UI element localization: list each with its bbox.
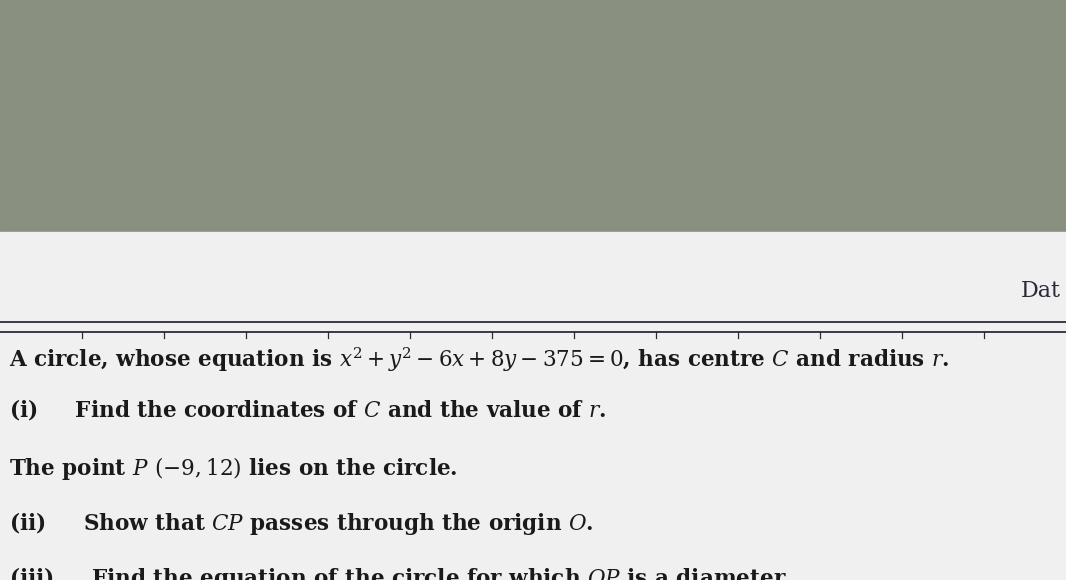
Text: (iii)     Find the equation of the circle for which $OP$ is a diameter.: (iii) Find the equation of the circle fo…: [9, 566, 792, 580]
Text: The point $P$ $(-9, 12)$ lies on the circle.: The point $P$ $(-9, 12)$ lies on the cir…: [9, 455, 457, 483]
Text: (i)     Find the coordinates of $C$ and the value of $r$.: (i) Find the coordinates of $C$ and the …: [9, 397, 607, 422]
Text: Dat: Dat: [1020, 280, 1061, 302]
Text: A circle, whose equation is $x^2 + y^2 - 6x + 8y - 375 = 0$, has centre $C$ and : A circle, whose equation is $x^2 + y^2 -…: [9, 345, 949, 374]
Bar: [0, 232, 1066, 580]
Bar: [0, 0, 1066, 232]
Text: (ii)     Show that $CP$ passes through the origin $O$.: (ii) Show that $CP$ passes through the o…: [9, 510, 593, 538]
